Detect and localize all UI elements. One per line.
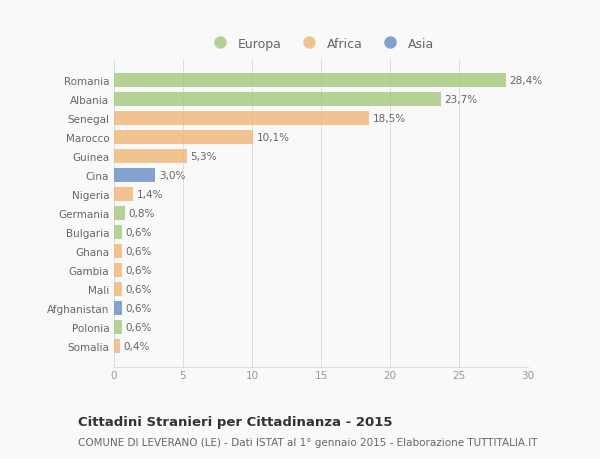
Text: 0,6%: 0,6% [126,265,152,275]
Bar [114,168,155,183]
Text: 0,4%: 0,4% [123,341,149,351]
Text: 5,3%: 5,3% [191,151,217,162]
Bar [114,244,122,258]
Bar [114,207,125,220]
Text: COMUNE DI LEVERANO (LE) - Dati ISTAT al 1° gennaio 2015 - Elaborazione TUTTITALI: COMUNE DI LEVERANO (LE) - Dati ISTAT al … [78,437,538,447]
Text: 1,4%: 1,4% [137,190,163,200]
Text: 10,1%: 10,1% [257,133,290,143]
Bar [114,130,253,145]
Text: 0,6%: 0,6% [126,284,152,294]
Text: 0,6%: 0,6% [126,322,152,332]
Bar [114,93,441,107]
Bar [114,263,122,277]
Bar [114,150,187,164]
Bar [114,73,506,88]
Text: 0,6%: 0,6% [126,303,152,313]
Text: 18,5%: 18,5% [373,114,406,123]
Bar [114,112,369,126]
Bar [114,282,122,297]
Text: Cittadini Stranieri per Cittadinanza - 2015: Cittadini Stranieri per Cittadinanza - 2… [78,415,392,428]
Text: 0,6%: 0,6% [126,246,152,256]
Text: 0,6%: 0,6% [126,227,152,237]
Bar [114,301,122,315]
Bar [114,225,122,240]
Text: 28,4%: 28,4% [509,76,542,86]
Bar [114,187,133,202]
Text: 23,7%: 23,7% [445,95,478,105]
Text: 3,0%: 3,0% [159,171,185,180]
Legend: Europa, Africa, Asia: Europa, Africa, Asia [205,35,436,53]
Bar [114,339,119,353]
Bar [114,320,122,334]
Text: 0,8%: 0,8% [128,208,155,218]
